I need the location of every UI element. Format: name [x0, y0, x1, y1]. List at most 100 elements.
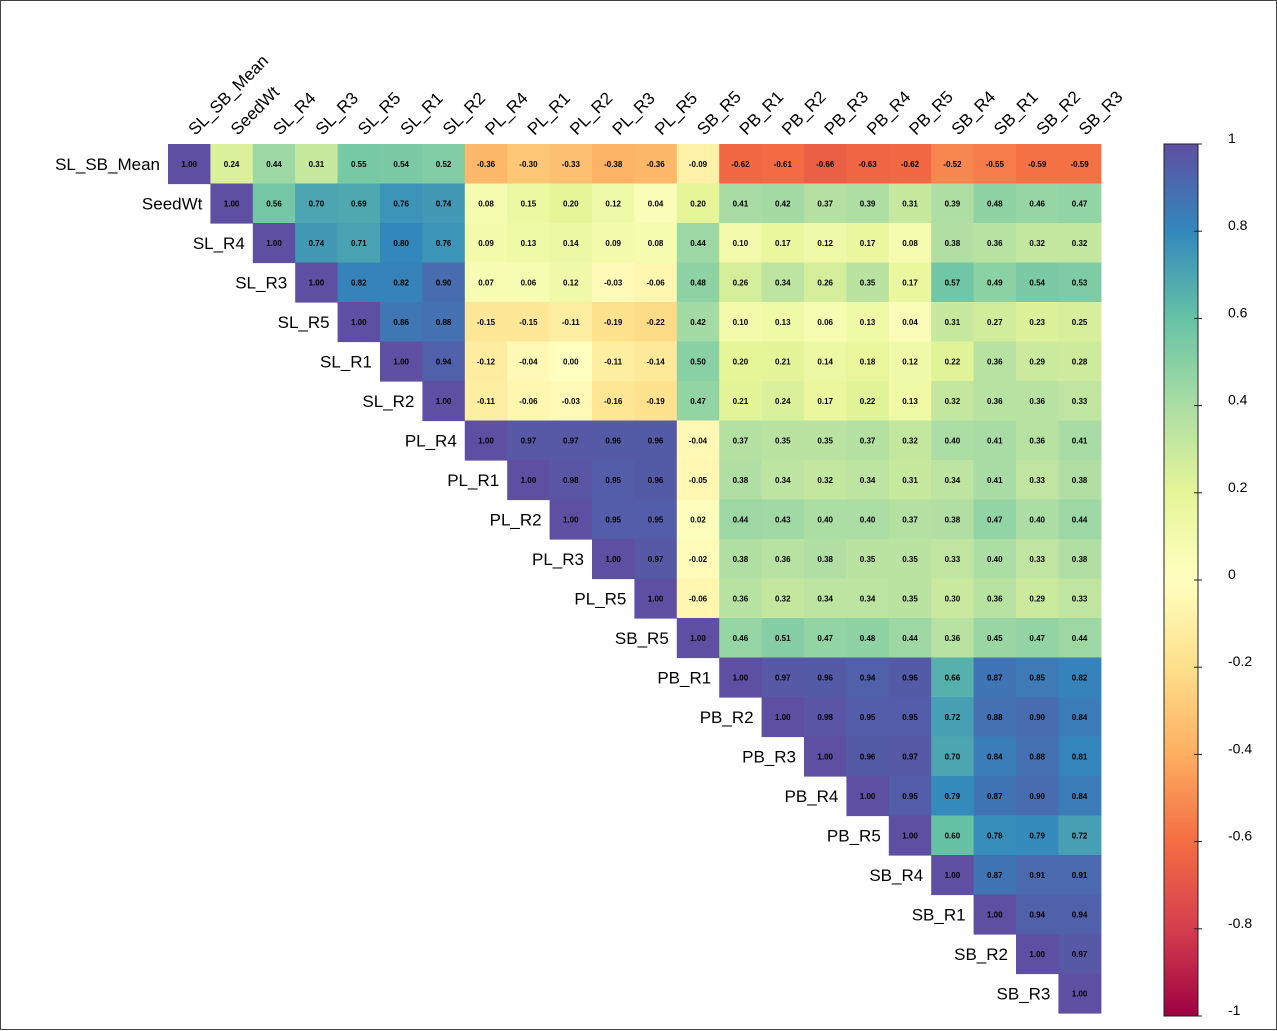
heatmap-cell: [1016, 657, 1059, 698]
heatmap-cell: [888, 302, 932, 343]
cell-value: 0.74: [436, 199, 452, 208]
cell-value: -0.06: [646, 278, 665, 287]
cell-value: 0.47: [817, 634, 833, 643]
row-label: PL_R2: [490, 510, 542, 529]
heatmap-cell: [888, 657, 932, 698]
column-label: PL_R1: [524, 89, 574, 139]
heatmap-cell: [931, 302, 975, 343]
heatmap-cell: [507, 420, 551, 461]
heatmap-cell: [846, 302, 890, 343]
heatmap-cell: [634, 262, 678, 303]
heatmap-cell: [549, 183, 593, 224]
colorbar-tick-label: 1: [1228, 130, 1236, 146]
heatmap-cell: [719, 499, 763, 540]
cell-value: 0.44: [1072, 634, 1088, 643]
heatmap-cell: [973, 499, 1017, 540]
heatmap-cell: [210, 183, 254, 224]
heatmap-cell: [592, 302, 635, 343]
cell-value: 0.57: [945, 278, 961, 287]
heatmap-cell: [973, 697, 1017, 738]
cell-value: 1.00: [351, 318, 367, 327]
heatmap-cell: [804, 183, 847, 224]
cell-value: 1.00: [1072, 989, 1088, 998]
cell-value: -0.62: [901, 160, 920, 169]
cell-value: 0.94: [860, 673, 876, 682]
heatmap-cell: [888, 223, 932, 264]
cell-value: 0.12: [817, 239, 833, 248]
heatmap-cells: 1.00 0.24 0.44 0.31 0.55 0.54 0.52 -0.36 -0.30 -0…: [168, 144, 1102, 1014]
heatmap-cell: [846, 618, 890, 659]
heatmap-cell: [846, 183, 890, 224]
heatmap-cell: [422, 144, 466, 185]
heatmap-cell: [804, 618, 847, 659]
heatmap-cell: [676, 302, 720, 343]
cell-value: 0.32: [1029, 239, 1045, 248]
heatmap-cell: [1058, 223, 1102, 264]
heatmap-cell: [252, 144, 296, 185]
heatmap-cell: [464, 223, 508, 264]
heatmap-cell: [1016, 460, 1059, 501]
cell-value: 1.00: [902, 831, 918, 840]
cell-value: 0.31: [309, 160, 325, 169]
heatmap-cell: [804, 736, 847, 777]
heatmap-cell: [549, 262, 593, 303]
cell-value: 0.33: [1072, 397, 1088, 406]
heatmap-cell: [719, 381, 763, 422]
heatmap-cell: [507, 183, 551, 224]
cell-value: 0.38: [733, 555, 749, 564]
colorbar-tick-label: -0.6: [1228, 828, 1252, 844]
heatmap-cell: [676, 381, 720, 422]
cell-value: 0.94: [1029, 910, 1045, 919]
cell-value: 0.37: [860, 436, 876, 445]
column-label: PB_R1: [736, 87, 788, 139]
cell-value: -0.38: [604, 160, 623, 169]
heatmap-cell: [592, 499, 635, 540]
column-label: SB_R2: [1033, 87, 1085, 139]
cell-value: 0.40: [987, 555, 1003, 564]
cell-value: 0.43: [775, 515, 791, 524]
cell-value: 0.38: [1072, 555, 1088, 564]
cell-value: 0.36: [733, 594, 749, 603]
cell-value: 0.82: [1072, 673, 1088, 682]
row-label: PB_R2: [700, 708, 754, 727]
cell-value: 0.20: [690, 199, 706, 208]
cell-value: 0.35: [817, 436, 833, 445]
heatmap-cell: [888, 183, 932, 224]
heatmap-cell: [973, 776, 1017, 817]
colorbar-tick-label: -0.2: [1228, 653, 1252, 669]
heatmap-cell: [973, 618, 1017, 659]
heatmap-cell: [931, 183, 975, 224]
cell-value: 0.34: [860, 476, 876, 485]
heatmap-cell: [1058, 381, 1102, 422]
heatmap-cell: [761, 381, 805, 422]
heatmap-cell: [973, 144, 1017, 185]
cell-value: 0.82: [393, 278, 409, 287]
cell-value: 0.34: [945, 476, 961, 485]
heatmap-cell: [931, 420, 975, 461]
cell-value: 0.32: [945, 397, 961, 406]
row-label: SB_R4: [869, 866, 923, 885]
heatmap-cell: [676, 460, 720, 501]
heatmap-cell: [931, 776, 975, 817]
heatmap-cell: [931, 539, 975, 580]
heatmap-cell: [804, 262, 847, 303]
heatmap-cell: [1058, 183, 1102, 224]
cell-value: 0.24: [775, 397, 791, 406]
heatmap-cell: [676, 341, 720, 382]
cell-value: 0.86: [393, 318, 409, 327]
cell-value: 1.00: [733, 673, 749, 682]
cell-value: 0.34: [775, 278, 791, 287]
heatmap-cell: [1058, 578, 1102, 619]
heatmap-cell: [931, 499, 975, 540]
cell-value: 0.42: [775, 199, 791, 208]
cell-value: 0.87: [987, 673, 1003, 682]
heatmap-cell: [549, 144, 593, 185]
cell-value: 0.31: [902, 476, 918, 485]
colorbar-gradient: [1163, 143, 1199, 1017]
cell-value: 0.17: [902, 278, 918, 287]
heatmap-cell: [1016, 815, 1059, 856]
heatmap-cell: [676, 262, 720, 303]
cell-value: -0.30: [519, 160, 538, 169]
cell-value: 0.31: [902, 199, 918, 208]
heatmap-cell: [549, 420, 593, 461]
